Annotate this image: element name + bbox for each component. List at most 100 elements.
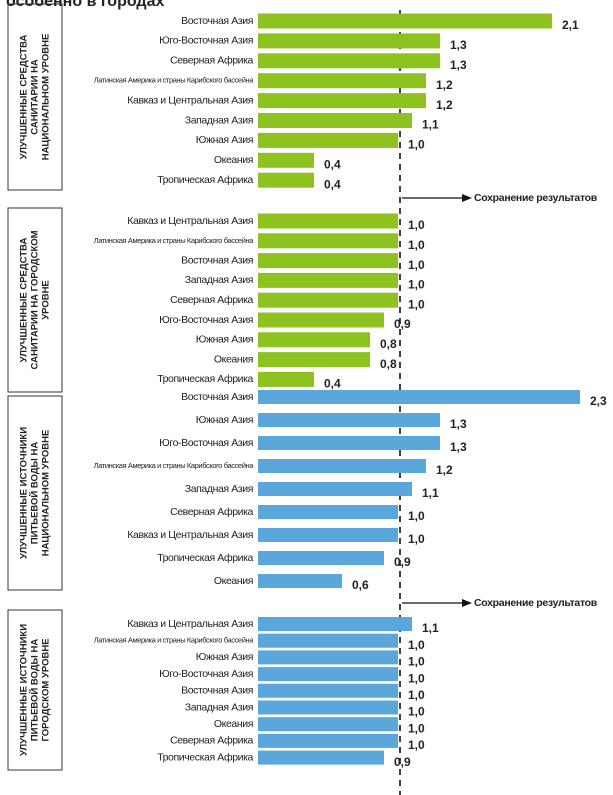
value-label: 0,9	[394, 317, 411, 331]
category-label: Океания	[214, 353, 253, 365]
bar	[258, 152, 314, 168]
bar	[258, 113, 412, 128]
category-label: Юго-Восточная Азия	[159, 35, 253, 47]
category-label: Латинская Америка и страны Карибского ба…	[94, 636, 255, 645]
panel-label: САНИТАРИИ НА	[30, 59, 41, 135]
value-label: 1,0	[408, 721, 425, 735]
bar	[258, 717, 398, 732]
bar	[258, 750, 384, 765]
bar	[258, 371, 314, 387]
category-label: Юго-Восточная Азия	[159, 437, 253, 449]
bar	[258, 650, 398, 665]
category-label: Океания	[214, 718, 253, 730]
bar	[258, 413, 440, 427]
panel-box	[7, 207, 63, 393]
category-label: Западная Азия	[185, 274, 253, 286]
bar	[258, 667, 398, 682]
bar	[258, 53, 440, 69]
value-label: 1,0	[408, 655, 425, 669]
bar	[258, 93, 426, 109]
value-label: 1,1	[422, 621, 439, 635]
panel-box	[7, 395, 63, 591]
panel-label: НАЦИОНАЛЬНОМ УРОВНЕ	[41, 34, 52, 161]
chart-title: особенно в городах	[6, 0, 164, 10]
category-label: Южная Азия	[196, 651, 253, 663]
category-label: Северная Африка	[170, 55, 253, 67]
panel-label: НАЦИОНАЛЬНОМ УРОВНЕ	[41, 430, 52, 557]
value-label: 0,6	[352, 578, 369, 592]
bar	[258, 253, 398, 269]
panel-label: УРОВНЕ	[41, 280, 52, 320]
value-label: 1,0	[408, 705, 425, 719]
value-label: 1,0	[408, 297, 425, 311]
value-label: 1,2	[436, 78, 453, 92]
category-label: Восточная Азия	[181, 254, 253, 266]
category-label: Южная Азия	[196, 334, 253, 346]
bar	[258, 33, 440, 49]
bar	[258, 700, 398, 715]
bar	[258, 733, 398, 748]
bar	[258, 213, 398, 229]
panel-label: УЛУЧШЕННЫЕ ИСТОЧНИКИ	[19, 624, 30, 756]
value-label: 1,3	[450, 417, 467, 431]
bar	[258, 633, 398, 648]
category-label: Юго-Восточная Азия	[159, 314, 253, 326]
value-label: 1,3	[450, 440, 467, 454]
bar	[258, 73, 426, 89]
bar	[258, 13, 552, 29]
category-label: Тропическая Африка	[157, 373, 253, 385]
bar	[258, 132, 398, 148]
panel-label: УЛУЧШЕННЫЕ СРЕДСТВА	[19, 238, 30, 363]
category-label: Северная Африка	[170, 294, 253, 306]
bar	[258, 332, 370, 348]
annotation: Сохранение результатов	[474, 192, 598, 204]
category-label: Латинская Америка и страны Карибского ба…	[94, 236, 255, 245]
category-label: Тропическая Африка	[157, 751, 253, 763]
category-label: Восточная Азия	[181, 15, 253, 27]
annotation: Сохранение результатов	[474, 597, 598, 609]
bar	[258, 233, 398, 249]
value-label: 1,0	[408, 138, 425, 152]
bar	[258, 172, 314, 188]
value-label: 1,2	[436, 98, 453, 112]
category-label: Северная Африка	[170, 735, 253, 747]
panel-label: САНИТАРИИ НА ГОРОДСКОМ	[30, 230, 41, 369]
value-label: 1,1	[422, 118, 439, 132]
category-label: Океания	[214, 575, 253, 587]
category-label: Латинская Америка и страны Карибского ба…	[94, 76, 255, 85]
panel-label: УЛУЧШЕННЫЕ СРЕДСТВА	[19, 35, 30, 160]
category-label: Латинская Америка и страны Карибского ба…	[94, 461, 255, 470]
bar	[258, 683, 398, 698]
value-label: 0,9	[394, 755, 411, 769]
category-label: Восточная Азия	[181, 391, 253, 403]
value-label: 0,8	[380, 357, 397, 371]
category-label: Тропическая Африка	[157, 552, 253, 564]
value-label: 0,4	[324, 177, 341, 191]
value-label: 0,8	[380, 337, 397, 351]
panel-label: ПИТЬЕВОЙ ВОДЫ НА	[29, 442, 41, 545]
value-label: 1,0	[408, 238, 425, 252]
category-label: Восточная Азия	[181, 685, 253, 697]
category-label: Кавказ и Центральная Азия	[127, 94, 253, 106]
category-label: Южная Азия	[196, 414, 253, 426]
value-label: 1,1	[422, 486, 439, 500]
bar	[258, 574, 342, 588]
panel-box	[7, 3, 63, 191]
value-label: 1,3	[450, 38, 467, 52]
bar	[258, 312, 384, 328]
category-label: Кавказ и Центральная Азия	[127, 529, 253, 541]
category-label: Океания	[214, 154, 253, 166]
bar	[258, 390, 580, 404]
panel-label: ГОРОДСКОМ УРОВНЕ	[41, 638, 52, 741]
bar	[258, 292, 398, 308]
category-label: Юго-Восточная Азия	[159, 668, 253, 680]
value-label: 2,1	[562, 18, 579, 32]
value-label: 1,0	[408, 671, 425, 685]
value-label: 1,0	[408, 278, 425, 292]
bar	[258, 482, 412, 496]
category-label: Южная Азия	[196, 134, 253, 146]
value-label: 0,9	[394, 555, 411, 569]
bar	[258, 551, 384, 565]
panel-label: УЛУЧШЕННЫЕ ИСТОЧНИКИ	[19, 427, 30, 559]
